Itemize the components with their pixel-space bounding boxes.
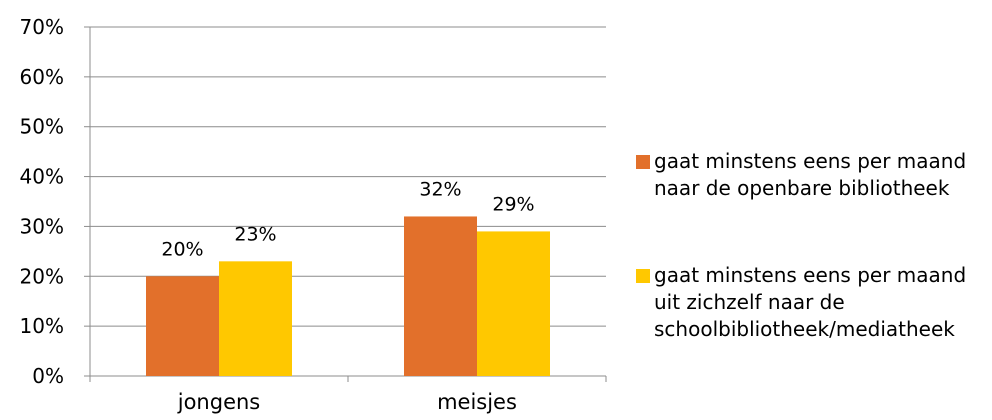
bar — [146, 276, 219, 376]
legend-swatch-orange — [636, 155, 650, 169]
data-label: 32% — [419, 178, 461, 200]
legend-label: gaat minstens eens per maand naar de ope… — [654, 149, 967, 200]
y-tick-label: 70% — [20, 15, 64, 39]
y-tick-label: 40% — [20, 165, 64, 189]
x-category-label: meisjes — [437, 390, 517, 414]
data-label: 20% — [161, 238, 203, 260]
bar — [477, 231, 550, 376]
y-tick-label: 10% — [20, 314, 64, 338]
x-category-label: jongens — [177, 390, 261, 414]
legend-label: gaat minstens eens per maand uit zichzel… — [654, 263, 967, 341]
y-tick-label: 30% — [20, 214, 64, 238]
legend-swatch-yellow — [636, 269, 650, 283]
data-label: 29% — [492, 193, 534, 215]
bar — [404, 216, 477, 376]
legend: gaat minstens eens per maand uit zichzel… — [636, 262, 992, 343]
legend: gaat minstens eens per maand naar de ope… — [636, 148, 992, 202]
y-tick-label: 20% — [20, 264, 64, 288]
bar — [219, 261, 292, 376]
y-tick-label: 50% — [20, 115, 64, 139]
y-tick-label: 60% — [20, 65, 64, 89]
y-tick-label: 0% — [32, 364, 64, 388]
legend-item-schoolbibliotheek: gaat minstens eens per maand uit zichzel… — [636, 262, 992, 343]
legend-item-openbare-bibliotheek: gaat minstens eens per maand naar de ope… — [636, 148, 992, 202]
data-label: 23% — [234, 223, 276, 245]
